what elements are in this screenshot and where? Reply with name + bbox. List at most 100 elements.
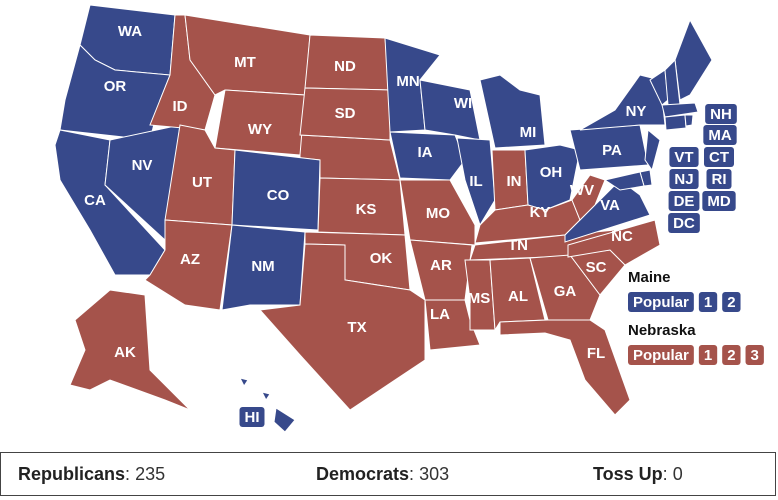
state-label: LA bbox=[430, 306, 450, 323]
label-text: HI bbox=[245, 409, 260, 426]
split-state-title: Nebraska bbox=[628, 322, 696, 339]
district-box[interactable]: Popular bbox=[628, 292, 694, 312]
state-label: OH bbox=[540, 164, 563, 181]
state-label: TX bbox=[347, 319, 366, 336]
summary-label: Toss Up bbox=[593, 464, 663, 484]
label-box bbox=[669, 147, 699, 167]
state-label: MT bbox=[234, 54, 256, 71]
state-shape[interactable] bbox=[239, 377, 249, 387]
label-box bbox=[668, 191, 700, 211]
state-shape[interactable] bbox=[529, 254, 601, 321]
state-shape[interactable] bbox=[69, 289, 191, 411]
state-shape[interactable] bbox=[571, 174, 606, 221]
state-label: UT bbox=[192, 174, 212, 191]
state-label: FL bbox=[587, 345, 605, 362]
district-box[interactable]: 2 bbox=[722, 292, 741, 312]
state-label: CA bbox=[84, 192, 106, 209]
district-box[interactable]: Popular bbox=[628, 345, 694, 365]
state-shape[interactable] bbox=[664, 114, 687, 131]
state-label: NC bbox=[611, 228, 633, 245]
state-shape[interactable] bbox=[479, 74, 546, 149]
state-label: TN bbox=[508, 237, 528, 254]
label-box bbox=[703, 125, 737, 145]
label-box bbox=[706, 169, 732, 189]
label-box bbox=[698, 292, 718, 312]
state-label-box[interactable]: CT bbox=[704, 147, 734, 167]
state-label: KS bbox=[356, 201, 377, 218]
summary-item: Democrats: 303 bbox=[316, 464, 449, 485]
label-text: 2 bbox=[727, 347, 735, 364]
state-label: WY bbox=[248, 121, 272, 138]
state-label: AL bbox=[508, 288, 528, 305]
label-text: Popular bbox=[633, 347, 689, 364]
state-shape[interactable] bbox=[456, 137, 496, 227]
state-label: MS bbox=[468, 290, 491, 307]
split-state-title: Maine bbox=[628, 269, 671, 286]
label-box bbox=[702, 191, 736, 211]
district-box[interactable]: 2 bbox=[722, 345, 741, 365]
state-label: IL bbox=[469, 173, 482, 190]
state-shape[interactable] bbox=[567, 219, 661, 266]
state-shape[interactable] bbox=[603, 171, 645, 191]
state-shape[interactable] bbox=[499, 319, 631, 416]
summary-separator: : bbox=[409, 464, 415, 484]
state-label: IN bbox=[507, 173, 522, 190]
state-label-box[interactable]: DE bbox=[668, 191, 700, 211]
summary-separator: : bbox=[125, 464, 131, 484]
state-label: MO bbox=[426, 205, 450, 222]
state-label-box[interactable]: NJ bbox=[669, 169, 699, 189]
state-label: OR bbox=[104, 78, 127, 95]
label-box bbox=[669, 169, 699, 189]
state-label: IA bbox=[418, 144, 433, 161]
label-box bbox=[722, 345, 741, 365]
state-shape[interactable] bbox=[674, 18, 713, 101]
state-shape[interactable] bbox=[684, 114, 694, 127]
label-text: 2 bbox=[727, 294, 735, 311]
state-label-box[interactable]: NH bbox=[705, 104, 737, 124]
state-label: SC bbox=[586, 259, 607, 276]
state-shape[interactable] bbox=[273, 407, 296, 433]
label-text: 1 bbox=[704, 294, 712, 311]
state-label: OK bbox=[370, 250, 393, 267]
us-map: WA OR CA NV ID MT WY UT AZ CO NM ND SD KS OK TX MN IA MO AR… bbox=[54, 4, 764, 433]
state-shape[interactable] bbox=[299, 87, 391, 141]
state-label: AZ bbox=[180, 251, 200, 268]
state-label: MI bbox=[520, 124, 537, 141]
state-label-box[interactable]: VT bbox=[669, 147, 699, 167]
district-box[interactable]: 1 bbox=[698, 345, 718, 365]
state-shape[interactable] bbox=[399, 179, 476, 246]
state-label-box[interactable]: HI bbox=[239, 407, 265, 427]
state-label: NY bbox=[626, 103, 647, 120]
district-box[interactable]: 1 bbox=[698, 292, 718, 312]
state-shape[interactable] bbox=[464, 259, 496, 331]
label-text: 1 bbox=[704, 347, 712, 364]
state-label: WA bbox=[118, 23, 142, 40]
label-text: 3 bbox=[751, 347, 759, 364]
state-shape[interactable] bbox=[564, 179, 651, 243]
state-shape[interactable] bbox=[261, 391, 271, 401]
district-box[interactable]: 3 bbox=[745, 345, 764, 365]
state-shape[interactable] bbox=[258, 243, 426, 411]
state-label-box[interactable]: MA bbox=[703, 125, 737, 145]
state-shape[interactable] bbox=[214, 89, 306, 156]
state-label: SD bbox=[335, 105, 356, 122]
label-text: DC bbox=[673, 215, 695, 232]
state-shape[interactable] bbox=[644, 129, 661, 172]
state-shape[interactable] bbox=[661, 102, 699, 118]
state-label: NV bbox=[132, 157, 153, 174]
state-label: CO bbox=[267, 187, 290, 204]
state-shape[interactable] bbox=[419, 79, 481, 141]
label-box bbox=[628, 345, 694, 365]
state-label-box[interactable]: MD bbox=[702, 191, 736, 211]
label-text: NH bbox=[710, 106, 732, 123]
state-label-box[interactable]: DC bbox=[668, 213, 700, 233]
state-shape[interactable] bbox=[389, 131, 466, 181]
state-shape[interactable] bbox=[221, 224, 306, 311]
summary-item: Toss Up: 0 bbox=[593, 464, 683, 485]
label-box bbox=[698, 345, 718, 365]
state-label-box[interactable]: RI bbox=[706, 169, 732, 189]
state-shape[interactable] bbox=[424, 299, 481, 351]
label-box bbox=[704, 147, 734, 167]
label-box bbox=[628, 292, 694, 312]
